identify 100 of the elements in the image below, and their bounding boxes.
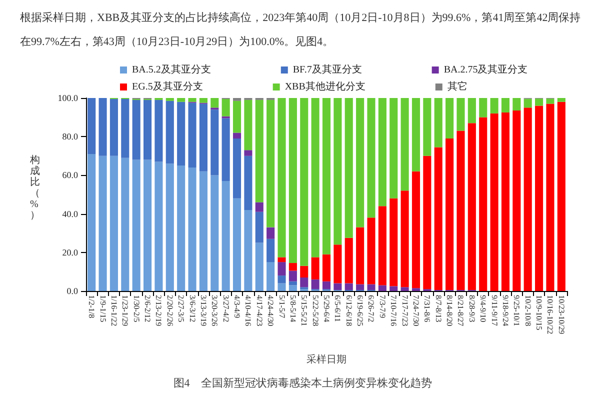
bar — [344, 283, 353, 290]
bar — [132, 100, 140, 160]
bar — [143, 160, 152, 291]
x-tick-label: 5/8-5/14 — [288, 295, 298, 322]
bar — [288, 263, 297, 271]
bar — [288, 98, 297, 264]
x-tick-label: 3/20-3/26 — [210, 295, 220, 326]
bar — [166, 98, 174, 101]
bar — [557, 98, 566, 102]
bar — [188, 98, 196, 102]
y-tick-label: 80.0 — [62, 132, 78, 142]
x-tick-label: 8/21-8/27 — [456, 295, 466, 326]
bar — [255, 212, 264, 243]
bar — [378, 98, 386, 206]
x-tick-label: 5/15-5/21 — [300, 295, 309, 326]
bar — [468, 123, 476, 290]
bar — [177, 166, 186, 291]
bar — [288, 285, 297, 291]
x-tick-label: 6/26-7/2 — [366, 295, 376, 322]
bar — [535, 98, 544, 106]
bar — [311, 98, 320, 258]
bar — [334, 244, 342, 284]
x-tick-label: 9/4-9/10 — [478, 295, 488, 322]
bar — [378, 206, 386, 286]
bar — [456, 98, 465, 131]
bar — [278, 276, 286, 284]
bar — [98, 156, 107, 291]
bar — [423, 156, 432, 290]
bar — [188, 167, 196, 291]
text: 根据采样日期，XBB及其亚分支的占比持续高位，2023年第40周（10月2日-10月8日）为99.6%，第41周至第42周保持在99.7%左右，第43周（10月23日-10月29日）为100.0%。见图4。 — [20, 11, 581, 48]
bar — [344, 238, 353, 284]
bar — [300, 277, 308, 288]
bar — [412, 288, 420, 291]
bar — [188, 102, 196, 168]
bar — [367, 284, 376, 290]
bar — [132, 160, 140, 291]
bar — [232, 138, 242, 198]
bar — [244, 210, 252, 291]
x-tick-label: 7/24-7/30 — [411, 295, 420, 326]
bar — [121, 98, 130, 158]
bar — [110, 156, 118, 291]
bar — [300, 98, 308, 266]
legend-label: BA.2.75及其亚分支 — [444, 64, 528, 76]
x-tick-label: 7/17-7/23 — [400, 295, 410, 326]
x-tick-label: 7/10-7/16 — [389, 295, 398, 326]
x-tick-label: 4/10-4/16 — [244, 295, 253, 326]
bar — [322, 281, 331, 290]
bar — [390, 98, 398, 198]
legend-label: EG.5及其亚分支 — [132, 80, 203, 92]
bar — [143, 100, 152, 160]
bar — [322, 98, 331, 254]
y-tick-label: 100.0 — [58, 93, 78, 103]
x-tick-label: 9/18-9/24 — [500, 295, 510, 326]
bar — [177, 102, 186, 166]
bar — [546, 104, 554, 291]
bar — [110, 98, 118, 156]
bar — [423, 98, 432, 156]
x-axis-title: 采样日期 — [306, 354, 346, 366]
bar — [412, 171, 420, 288]
bar — [334, 283, 342, 290]
x-tick-label: 6/19-6/25 — [356, 295, 365, 326]
bar — [278, 98, 286, 258]
x-tick-label: 5/29-6/4 — [322, 295, 331, 322]
x-tick-label: 1/16-1/22 — [109, 295, 118, 326]
bar — [154, 162, 163, 291]
bar — [344, 98, 353, 238]
bar — [446, 98, 454, 139]
bar — [154, 100, 163, 162]
x-tick-label: 9/25-10/1 — [512, 295, 522, 326]
bar — [479, 98, 488, 118]
bar — [501, 112, 510, 291]
bar — [512, 110, 521, 291]
bar — [512, 98, 521, 111]
x-tick-label: 1/9-1/15 — [98, 295, 108, 322]
bar — [412, 98, 420, 172]
legend-label: 其它 — [447, 80, 468, 92]
bar — [266, 227, 275, 239]
bar — [222, 118, 230, 181]
y-tick-label: 0.0 — [66, 286, 78, 296]
bar — [232, 98, 242, 101]
bar — [490, 113, 498, 291]
x-tick-label: 1/30-2/5 — [132, 295, 141, 322]
bar — [278, 257, 286, 262]
bar — [300, 266, 308, 278]
bar — [288, 281, 297, 286]
bar — [121, 158, 130, 291]
legend-label: XBB其他进化分支 — [284, 80, 366, 92]
bar — [367, 218, 376, 284]
bar — [322, 254, 331, 282]
x-tick-label: 6/5-6/11 — [333, 295, 342, 322]
bar — [278, 262, 286, 276]
x-tick-label: 2/27-3/5 — [176, 295, 186, 322]
bar — [390, 198, 398, 286]
bar — [199, 98, 208, 103]
bar — [222, 180, 230, 291]
x-tick-label: 7/31-8/6 — [422, 295, 432, 322]
bar — [490, 98, 498, 114]
x-tick-label: 4/24-4/30 — [266, 295, 276, 326]
bar — [210, 98, 219, 108]
bar — [232, 198, 242, 291]
